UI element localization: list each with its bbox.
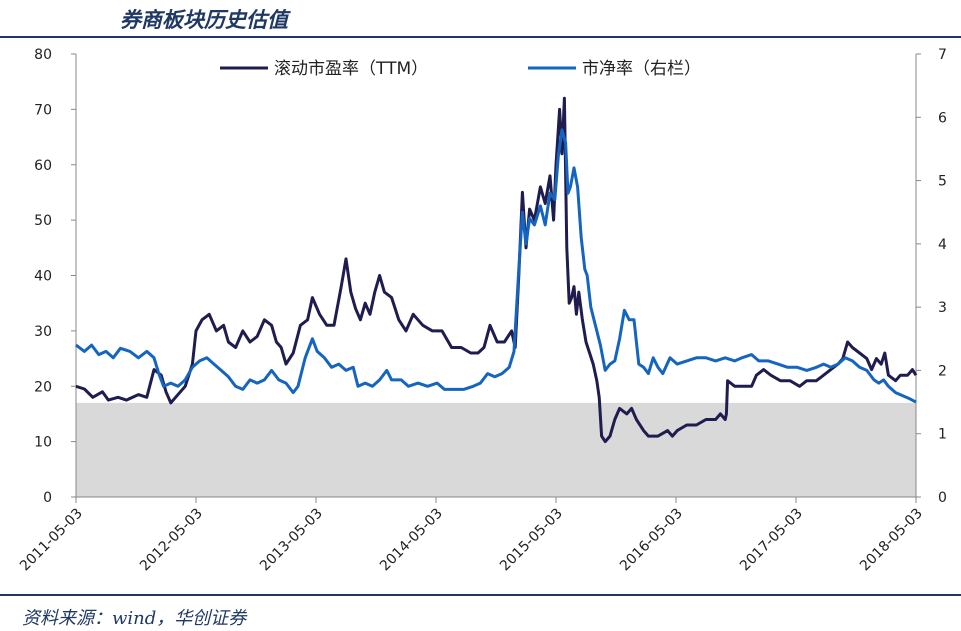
- pb-series-line: [75, 128, 917, 404]
- x-tick-label: 2012-05-03: [137, 506, 206, 575]
- left-tick-label: 50: [34, 213, 52, 229]
- x-tick-label: 2015-05-03: [497, 506, 566, 575]
- legend-item-pb-label: 市净率（右栏）: [582, 59, 701, 79]
- right-tick-label: 7: [938, 47, 947, 63]
- left-tick-label: 30: [34, 324, 52, 340]
- right-tick-label: 2: [938, 363, 947, 379]
- x-tick-label: 2013-05-03: [257, 506, 326, 575]
- right-tick-label: 1: [938, 427, 947, 443]
- right-tick-label: 5: [938, 174, 947, 190]
- x-tick-label: 2011-05-03: [17, 506, 86, 575]
- left-tick-label: 20: [34, 379, 52, 395]
- x-tick-label: 2016-05-03: [617, 506, 686, 575]
- source-note: 资料来源：wind，华创证券: [22, 608, 247, 629]
- right-tick-label: 3: [938, 300, 947, 316]
- pe-series-line: [75, 96, 918, 444]
- left-tick-label: 70: [34, 102, 52, 118]
- x-tick-label: 2018-05-03: [857, 506, 926, 575]
- source-rule: [0, 594, 961, 596]
- page-title: 券商板块历史估值: [120, 7, 288, 32]
- right-tick-label: 4: [938, 237, 947, 253]
- left-tick-label: 10: [34, 435, 52, 451]
- title-rule: [0, 36, 961, 38]
- valuation-chart: 0 10 20 30 40 50 60 70 80 0 1 2 3 4 5 6 7 2011-05-03 2012-…: [17, 47, 947, 575]
- left-tick-label: 80: [34, 47, 52, 63]
- left-tick-label: 60: [34, 158, 52, 174]
- legend-item-pe-label: 滚动市盈率（TTM）: [274, 59, 428, 79]
- right-tick-label: 0: [938, 490, 947, 506]
- right-tick-label: 6: [938, 110, 947, 126]
- left-tick-label: 0: [43, 490, 52, 506]
- left-tick-label: 40: [34, 269, 52, 285]
- shaded-band: [76, 402, 916, 497]
- x-tick-label: 2014-05-03: [377, 506, 446, 575]
- x-tick-label: 2017-05-03: [737, 506, 806, 575]
